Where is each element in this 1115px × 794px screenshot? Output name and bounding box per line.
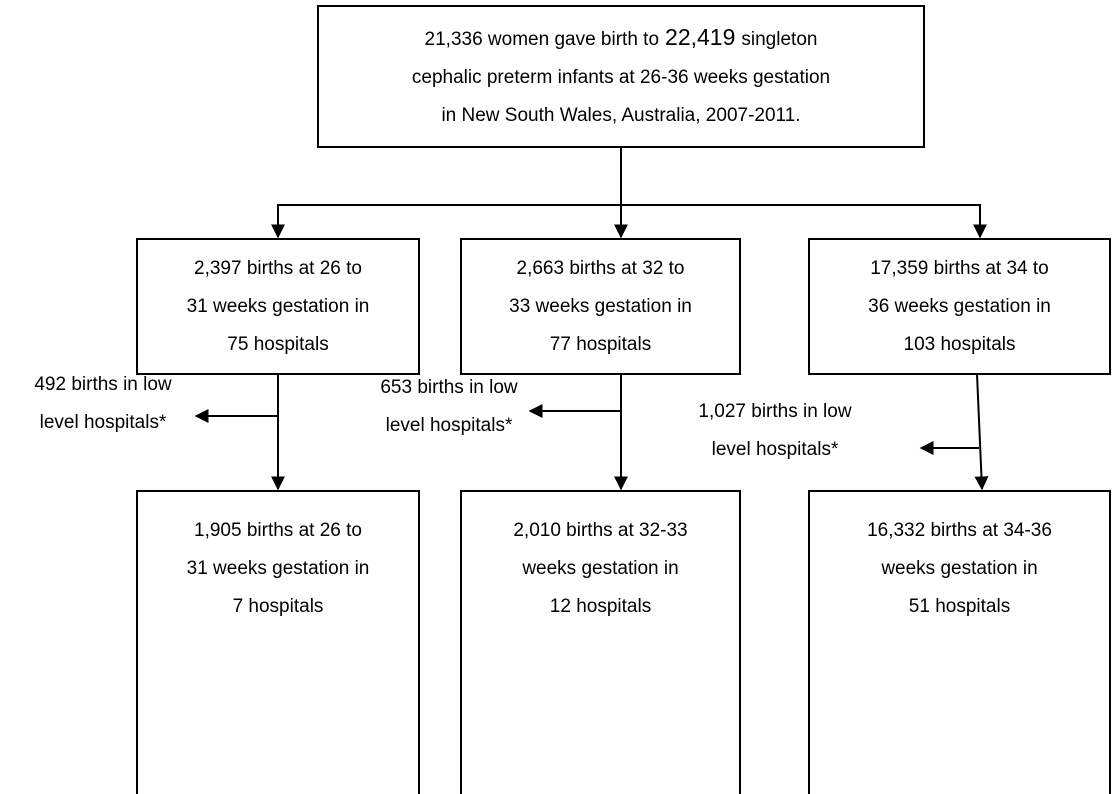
arrows xyxy=(194,147,989,491)
text-line: 33 weeks gestation in xyxy=(509,295,692,317)
stage-box: 2,663 births at 32 to 33 weeks gestation … xyxy=(460,238,741,375)
text-line: 75 hospitals xyxy=(227,333,329,355)
result-box: 1,905 births at 26 to 31 weeks gestation … xyxy=(136,490,420,794)
text-line: level hospitals* xyxy=(39,412,167,433)
text-line: 1,905 births at 26 to xyxy=(194,520,362,541)
text-line: 51 hospitals xyxy=(908,596,1011,617)
excluded-note: 653 births in low level hospitals* xyxy=(360,369,538,445)
text-line: 31 weeks gestation in xyxy=(186,295,370,317)
text-line: 7 hospitals xyxy=(232,596,324,617)
text-line: cephalic preterm infants at 26-36 weeks … xyxy=(411,67,831,88)
text-line: level hospitals* xyxy=(711,439,839,460)
text-line: 21,336 women gave birth to 22,419 singleto… xyxy=(425,18,818,59)
text-line: 31 weeks gestation in xyxy=(186,558,370,579)
top-box: 21,336 women gave birth to 22,419 singleto… xyxy=(317,5,925,148)
text-line: 103 hospitals xyxy=(903,333,1016,355)
text-line: 77 hospitals xyxy=(549,333,652,355)
text-line: in New South Wales, Australia, 2007-2011… xyxy=(441,105,801,126)
excluded-note: 492 births in low level hospitals* xyxy=(8,366,198,442)
result-box: 16,332 births at 34-36 weeks gestation in… xyxy=(808,490,1111,794)
excluded-note: 1,027 births in low level hospitals* xyxy=(665,393,885,469)
text-line: 2,397 births at 26 to xyxy=(194,257,362,279)
highlight: 22,419 xyxy=(665,24,736,50)
text-line: 1,027 births in low xyxy=(698,401,852,422)
text-line: 17,359 births at 34 to xyxy=(870,257,1049,279)
text-line: level hospitals* xyxy=(385,415,513,436)
text-line: 16,332 births at 34-36 xyxy=(867,520,1052,541)
result-box: 2,010 births at 32-33 weeks gestation in 1… xyxy=(460,490,741,794)
text-line: 653 births in low xyxy=(380,377,518,398)
text-line: 36 weeks gestation in xyxy=(868,295,1051,317)
text: singleton xyxy=(741,29,818,50)
text-line: weeks gestation in xyxy=(881,558,1038,579)
text: 21,336 women gave birth to xyxy=(424,29,660,50)
text-line: 492 births in low xyxy=(34,374,172,395)
text-line: weeks gestation in xyxy=(522,558,679,579)
stage-box: 2,397 births at 26 to 31 weeks gestation … xyxy=(136,238,420,375)
stage-box: 17,359 births at 34 to 36 weeks gestation… xyxy=(808,238,1111,375)
text-line: 12 hospitals xyxy=(549,596,652,617)
text-line: 2,663 births at 32 to xyxy=(516,257,685,279)
text-line: 2,010 births at 32-33 xyxy=(513,520,688,541)
